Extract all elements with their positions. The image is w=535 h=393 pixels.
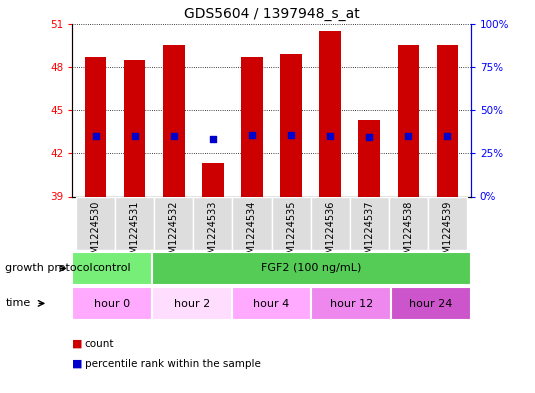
FancyBboxPatch shape xyxy=(311,196,350,250)
Bar xyxy=(280,54,302,196)
Bar xyxy=(202,163,224,196)
FancyBboxPatch shape xyxy=(350,196,389,250)
Point xyxy=(91,133,100,139)
FancyBboxPatch shape xyxy=(72,287,152,320)
Text: GSM1224537: GSM1224537 xyxy=(364,201,374,266)
Text: GSM1224535: GSM1224535 xyxy=(286,201,296,266)
Text: time: time xyxy=(5,298,30,309)
FancyBboxPatch shape xyxy=(428,196,467,250)
Text: ■: ■ xyxy=(72,339,83,349)
Bar xyxy=(398,45,419,196)
Point xyxy=(365,134,373,141)
Title: GDS5604 / 1397948_s_at: GDS5604 / 1397948_s_at xyxy=(184,7,360,21)
Text: GSM1224533: GSM1224533 xyxy=(208,201,218,266)
Point xyxy=(248,131,256,138)
Text: hour 2: hour 2 xyxy=(174,299,210,309)
Text: count: count xyxy=(85,339,114,349)
Bar xyxy=(124,60,146,196)
Text: FGF2 (100 ng/mL): FGF2 (100 ng/mL) xyxy=(261,263,362,273)
FancyBboxPatch shape xyxy=(193,196,232,250)
Text: GSM1224531: GSM1224531 xyxy=(130,201,140,266)
Text: GSM1224536: GSM1224536 xyxy=(325,201,335,266)
FancyBboxPatch shape xyxy=(154,196,193,250)
FancyBboxPatch shape xyxy=(72,252,152,285)
Text: ■: ■ xyxy=(72,358,83,369)
Point xyxy=(131,133,139,139)
FancyBboxPatch shape xyxy=(272,196,311,250)
Text: control: control xyxy=(93,263,132,273)
Point xyxy=(326,133,334,139)
Point xyxy=(404,133,412,139)
Point xyxy=(209,136,217,142)
Text: GSM1224538: GSM1224538 xyxy=(403,201,413,266)
FancyBboxPatch shape xyxy=(391,287,471,320)
Bar xyxy=(358,120,380,196)
Text: hour 4: hour 4 xyxy=(254,299,289,309)
Text: hour 24: hour 24 xyxy=(409,299,453,309)
Text: hour 12: hour 12 xyxy=(330,299,373,309)
FancyBboxPatch shape xyxy=(389,196,428,250)
Point xyxy=(170,133,178,139)
FancyBboxPatch shape xyxy=(232,196,272,250)
Bar xyxy=(85,57,106,196)
Point xyxy=(287,131,295,138)
Text: GSM1224534: GSM1224534 xyxy=(247,201,257,266)
Text: GSM1224530: GSM1224530 xyxy=(90,201,101,266)
FancyBboxPatch shape xyxy=(152,252,471,285)
Bar xyxy=(241,57,263,196)
Text: GSM1224532: GSM1224532 xyxy=(169,201,179,266)
Bar xyxy=(319,31,341,196)
Point xyxy=(443,133,452,139)
FancyBboxPatch shape xyxy=(76,196,115,250)
FancyBboxPatch shape xyxy=(115,196,154,250)
Bar xyxy=(437,45,458,196)
Text: GSM1224539: GSM1224539 xyxy=(442,201,453,266)
FancyBboxPatch shape xyxy=(232,287,311,320)
FancyBboxPatch shape xyxy=(152,287,232,320)
Text: growth protocol: growth protocol xyxy=(5,263,93,274)
Text: hour 0: hour 0 xyxy=(94,299,130,309)
FancyBboxPatch shape xyxy=(311,287,391,320)
Bar xyxy=(163,45,185,196)
Text: percentile rank within the sample: percentile rank within the sample xyxy=(85,358,261,369)
